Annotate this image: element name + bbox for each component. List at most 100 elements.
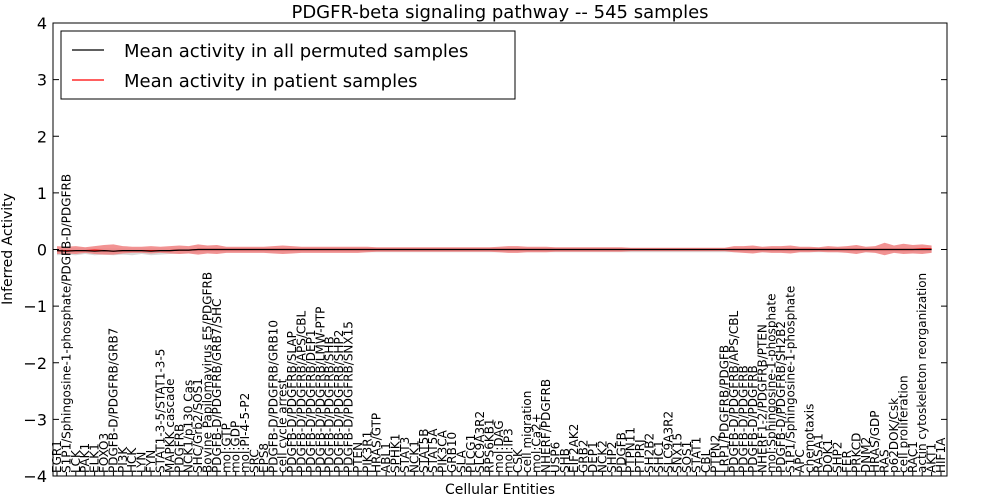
legend: Mean activity in all permuted samples Me… (60, 30, 516, 100)
category-label: MAPKK cascade (163, 378, 177, 473)
category-label: HRAS/GDP (868, 410, 882, 473)
category-label: PRKCD (849, 433, 863, 473)
category-labels: EGR1S1P1/Sphingosine-1-phosphate/PDGFB-D… (50, 174, 948, 473)
category-label: EPS8 (257, 443, 271, 473)
category-label: NCK1/p130 Cas (182, 380, 196, 473)
y-tick-label: −3 (23, 410, 47, 429)
category-label: SHC1 (652, 440, 666, 473)
category-label: SOS1 (680, 441, 694, 473)
category-label: PIK3R1 (360, 431, 374, 473)
legend-label-patient: Mean activity in patient samples (124, 71, 418, 92)
category-label: SH2B2 (642, 433, 656, 473)
category-label: ABL1 (379, 442, 393, 473)
category-label: USP6 (548, 442, 562, 473)
y-tick-label: 3 (37, 71, 47, 90)
plot-frame (52, 22, 948, 477)
category-label: HCK (125, 447, 139, 473)
category-label: CBL (699, 449, 713, 473)
category-label: STAT5B (417, 429, 431, 474)
category-label: mol:IP3 (501, 428, 515, 473)
y-tick-label: −4 (23, 467, 47, 486)
category-label: STAT3 (398, 437, 412, 473)
category-label: NCK2 (595, 440, 609, 473)
chart-title: PDGFR-beta signaling pathway -- 545 samp… (291, 2, 708, 23)
category-label: PDGFB-D/PDGFRB/SNX15 (342, 321, 356, 473)
category-label: cell cycle arrest (276, 378, 290, 473)
category-label: SNX15 (671, 433, 685, 473)
category-label: FER (840, 450, 854, 473)
category-label: STAT1 (689, 437, 703, 473)
category-label: PDGFB-D/PDGFRB/SH2B2 (774, 321, 788, 473)
category-label: FYN (144, 450, 158, 473)
category-label: DNM2 (859, 437, 873, 473)
category-label: mol:PI-4-5-P2 (238, 393, 252, 473)
category-label: PDGFB-D/PDGFRB/GRB10 (266, 320, 280, 473)
category-label: PDGFB-D/PDGFRB/GRB7 (106, 328, 120, 473)
category-label: DOK1 (821, 439, 835, 473)
category-label: SPHK1 (389, 434, 403, 473)
category-label: PDGFB-D/PDGFRB/SHP2 (332, 330, 346, 473)
category-label: PLCG1 (464, 434, 478, 473)
category-label: SLC9A3R2 (473, 411, 487, 473)
category-label: SHB (558, 448, 572, 473)
category-label: APC (793, 449, 807, 473)
category-label: AKT1 (925, 443, 939, 473)
legend-label-permuted: Mean activity in all permuted samples (124, 41, 468, 62)
y-tick-label: 0 (37, 241, 47, 260)
category-label: GRB2 (577, 439, 591, 473)
category-label: S1P1/Sphingosine-1-phosphate/PDGFB-D/PDG… (59, 174, 73, 473)
category-label: CSK (511, 448, 525, 473)
category-label: PDGFB-D/PDGFRB/SLAP (285, 331, 299, 473)
legend-box (60, 30, 516, 100)
category-label: PTPN11 (624, 427, 638, 473)
category-label: S1P1/Sphingosine-1-phosphate (784, 286, 798, 473)
category-label: SHC/Grb2/SOS1 (191, 378, 205, 473)
y-tick-label: −2 (23, 354, 47, 373)
category-label: cell proliferation (896, 375, 910, 473)
series-lines (56, 248, 932, 252)
category-label: PTPN2 (708, 435, 722, 473)
category-label: p62DOK/Csk (887, 398, 901, 473)
y-tick-label: −1 (23, 297, 47, 316)
category-label: PDGFB-D/PDGFRB/SHB (323, 336, 337, 473)
category-label: NCK1 (407, 440, 421, 473)
category-label: RAC1 (906, 441, 920, 473)
category-label: PAK1 (78, 443, 92, 473)
category-label: EIF2AK2 (567, 424, 581, 473)
category-label: PI3K (116, 446, 130, 473)
category-label: PIK3CA (436, 429, 450, 473)
y-axis-label: Inferred Activity (0, 193, 16, 305)
category-label: mol:Ca2+ (530, 413, 544, 473)
category-label: STAT1-3-5/STAT1-3-5 (153, 349, 167, 473)
category-label: PDGFB-D/PDGFRB/APS/CBL (295, 310, 309, 473)
category-label: PDGFB-D/PDGFRB/LMW-PTP (313, 307, 327, 473)
category-label: NHERF1-2/PDGFRB/PTEN (755, 324, 769, 473)
category-label: PDGFB (614, 432, 628, 473)
category-label: PDGFRB (172, 424, 186, 473)
category-label: actin cytoskeleton reorganization (915, 273, 929, 473)
category-label: PDGFB-D/PDGFRB/GRB7/SHC (210, 299, 224, 473)
category-label: PDGFB-D/PDGFRB (746, 365, 760, 473)
category-label: PDGFB-D/PDGFRB/DEP1 (304, 329, 318, 473)
category-label: DEP1 (586, 441, 600, 473)
category-label: mol:DAG (492, 420, 506, 473)
category-label: SRC (247, 449, 261, 473)
category-label: LRP1/PDGFRB/PDGFB (718, 345, 732, 473)
category-label: ELK1 (88, 443, 102, 473)
category-label: SHP2 (605, 441, 619, 473)
line-permuted-mean (56, 248, 932, 252)
category-label: Bovine Papilomavirus E5/PDGFRB (200, 272, 214, 473)
x-axis-label: Cellular Entities (445, 482, 555, 498)
category-label: HIF1A (934, 437, 948, 473)
category-label: SLA (454, 449, 468, 473)
category-label: PTPRJ (633, 439, 647, 473)
category-label: mol:Sphingosine-1-phosphate (765, 294, 779, 474)
category-label: LCK (69, 449, 83, 473)
category-label: PTEN (351, 442, 365, 473)
y-tick-label: 2 (37, 127, 47, 146)
category-label: PDGFB-D/PDGFRB (737, 365, 751, 473)
category-label: GRB10 (445, 432, 459, 473)
category-label: mol:GDP (229, 421, 243, 473)
category-label: RAS (878, 449, 892, 473)
